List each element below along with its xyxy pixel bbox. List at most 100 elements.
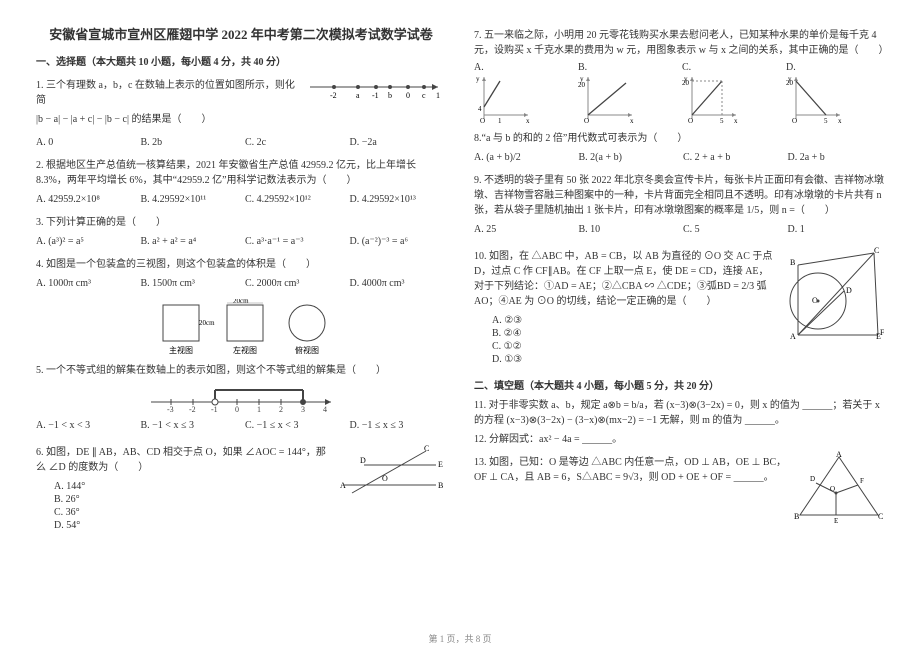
equilateral-peds-figure: A B C O D E F (794, 451, 884, 523)
q2-optC[interactable]: C. 4.29592×10¹² (245, 194, 342, 205)
q7-graphA: 4 O1 xy (474, 73, 532, 123)
q6-optD[interactable]: D. 54° (54, 520, 330, 531)
svg-text:y: y (580, 75, 584, 83)
svg-text:O: O (792, 117, 797, 123)
svg-text:B: B (790, 258, 795, 267)
svg-text:O: O (688, 117, 693, 123)
q8-optB[interactable]: B. 2(a + b) (579, 152, 676, 163)
q11-stem: 11. 对于非零实数 a、b，规定 a⊗b = b/a，若 (x−3)⊗(3−2… (474, 398, 884, 428)
q9-optA[interactable]: A. 25 (474, 224, 571, 235)
q3-optC[interactable]: C. a³·a⁻¹ = a⁻³ (245, 236, 342, 247)
svg-text:A: A (790, 332, 796, 341)
q3-optB[interactable]: B. a² + a² = a⁴ (141, 236, 238, 247)
q10-optD[interactable]: D. ①③ (492, 354, 778, 365)
svg-text:1: 1 (257, 405, 261, 414)
q10-optC[interactable]: C. ①② (492, 341, 778, 352)
q10-optB[interactable]: B. ②④ (492, 328, 778, 339)
svg-text:E: E (438, 460, 443, 469)
q7-graphD: 20 O5 xy (786, 73, 844, 123)
q1-optD[interactable]: D. −2a (350, 137, 447, 148)
svg-text:2: 2 (279, 405, 283, 414)
q4-optB[interactable]: B. 1500π cm³ (141, 278, 238, 289)
numberline-abc: -2 a -1 b 0 c 1 (306, 74, 446, 100)
q9-optB[interactable]: B. 10 (579, 224, 676, 235)
q3-stem: 3. 下列计算正确的是（ ） (36, 215, 446, 230)
svg-text:A: A (340, 481, 346, 490)
svg-text:O: O (480, 117, 485, 123)
svg-text:0: 0 (235, 405, 239, 414)
q5-stem: 5. 一个不等式组的解集在数轴上的表示如图，则这个不等式组的解集是（ ） (36, 363, 446, 378)
svg-text:C: C (878, 512, 883, 521)
q2-optD[interactable]: D. 4.29592×10¹³ (350, 194, 447, 205)
q4-optD[interactable]: D. 4000π cm³ (350, 278, 447, 289)
q2-optB[interactable]: B. 4.29592×10¹¹ (141, 194, 238, 205)
page-title: 安徽省宣城市宣州区雁翅中学 2022 年中考第二次模拟考试数学试卷 (36, 24, 446, 43)
svg-text:-3: -3 (167, 405, 174, 414)
q8-optA[interactable]: A. (a + b)/2 (474, 152, 571, 163)
svg-text:D: D (846, 286, 852, 295)
q1-optA[interactable]: A. 0 (36, 137, 133, 148)
q6-optB[interactable]: B. 26° (54, 494, 330, 505)
q1-stem: 1. 三个有理数 a，b，c 在数轴上表示的位置如图所示，则化简 (36, 78, 300, 108)
svg-text:O: O (830, 485, 835, 493)
q8-optC[interactable]: C. 2 + a + b (683, 152, 780, 163)
q5-optA[interactable]: A. −1 < x < 3 (36, 420, 133, 431)
q3-optA[interactable]: A. (a³)² = a⁵ (36, 236, 133, 247)
three-views-figure: 20cm 主视图 20cm 左视图 俯视图 (141, 299, 341, 359)
svg-text:C: C (424, 444, 429, 453)
q5-optB[interactable]: B. −1 < x ≤ 3 (141, 420, 238, 431)
view-left-label: 左视图 (233, 345, 257, 355)
q13-stem: 13. 如图，已知：O 是等边 △ABC 内任意一点，OD ⊥ AB，OE ⊥ … (474, 455, 788, 485)
svg-text:-2: -2 (189, 405, 196, 414)
svg-text:F: F (880, 328, 884, 337)
q2-optA[interactable]: A. 42959.2×10⁸ (36, 194, 133, 205)
q1-optB[interactable]: B. 2b (141, 137, 238, 148)
view-h-label: 20cm (199, 319, 215, 327)
svg-text:x: x (838, 117, 842, 123)
q6-optC[interactable]: C. 36° (54, 507, 330, 518)
q3-optD[interactable]: D. (a⁻²)⁻³ = a⁶ (350, 236, 447, 247)
svg-text:5: 5 (720, 117, 724, 123)
q4-optC[interactable]: C. 2000π cm³ (245, 278, 342, 289)
q8-stem: 8.“a 与 b 的和的 2 倍”用代数式可表示为（ ） (474, 131, 884, 146)
svg-text:-1: -1 (211, 405, 218, 414)
svg-text:x: x (630, 117, 634, 123)
q10-stem: 10. 如图，在 △ABC 中，AB = CB，以 AB 为直径的 ⊙O 交 A… (474, 249, 778, 309)
q1-optC[interactable]: C. 2c (245, 137, 342, 148)
svg-text:0: 0 (406, 91, 410, 100)
angle-figure: A B D E C O (336, 441, 446, 499)
q7-graphC: 20 O5 xy (682, 73, 740, 123)
svg-text:C: C (874, 246, 879, 255)
svg-text:D: D (810, 475, 815, 483)
q5-optD[interactable]: D. −1 ≤ x ≤ 3 (350, 420, 447, 431)
svg-text:y: y (788, 75, 792, 83)
q12-stem: 12. 分解因式：ax² − 4a = ______。 (474, 432, 884, 447)
q4-stem: 4. 如图是一个包装盒的三视图，则这个包装盒的体积是（ ） (36, 257, 446, 272)
view-main-label: 主视图 (169, 345, 193, 355)
q7-graphB: 20 O xy (578, 73, 636, 123)
q9-optD[interactable]: D. 1 (788, 224, 885, 235)
svg-text:y: y (684, 75, 688, 83)
svg-text:O: O (584, 117, 589, 123)
q8-optD[interactable]: D. 2a + b (788, 152, 885, 163)
q6-optA[interactable]: A. 144° (54, 481, 330, 492)
q7-stem: 7. 五一来临之际，小明用 20 元零花钱购买水果去慰问老人，已知某种水果的单价… (474, 28, 884, 58)
q4-optA[interactable]: A. 1000π cm³ (36, 278, 133, 289)
circle-triangle-figure: A B C D E F O (784, 245, 884, 345)
svg-text:3: 3 (301, 405, 305, 414)
q5-optC[interactable]: C. −1 ≤ x < 3 (245, 420, 342, 431)
q2-stem: 2. 根据地区生产总值统一核算结果，2021 年安徽省生产总值 42959.2 … (36, 158, 446, 188)
svg-text:1: 1 (436, 91, 440, 100)
svg-text:B: B (794, 512, 799, 521)
section2-head: 二、填空题（本大题共 4 小题，每小题 5 分，共 20 分） (474, 377, 884, 392)
q9-optC[interactable]: C. 5 (683, 224, 780, 235)
q6-stem: 6. 如图，DE ∥ AB，AB、CD 相交于点 O，如果 ∠AOC = 144… (36, 445, 330, 475)
q9-stem: 9. 不透明的袋子里有 50 张 2022 年北京冬奥会宣传卡片，每张卡片正面印… (474, 173, 884, 218)
view-top-label: 俯视图 (295, 345, 319, 355)
q10-optA[interactable]: A. ②③ (492, 315, 778, 326)
svg-text:-2: -2 (330, 91, 337, 100)
svg-text:O: O (382, 474, 388, 483)
svg-text:D: D (360, 456, 366, 465)
svg-text:b: b (388, 91, 392, 100)
svg-text:y: y (476, 75, 480, 83)
